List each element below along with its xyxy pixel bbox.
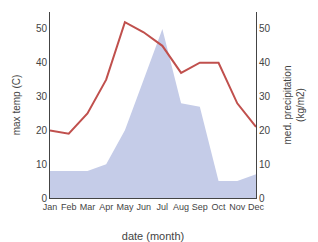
svg-text:10: 10 [36,159,48,170]
svg-text:Sep: Sep [192,202,208,212]
svg-text:40: 40 [259,57,271,68]
svg-text:Oct: Oct [212,202,227,212]
svg-text:0: 0 [41,193,47,204]
svg-text:20: 20 [36,125,48,136]
svg-text:Jul: Jul [157,202,169,212]
svg-text:Feb: Feb [61,202,77,212]
svg-text:May: May [116,202,134,212]
svg-text:30: 30 [259,91,271,102]
svg-text:10: 10 [259,159,271,170]
svg-text:max temp (C): max temp (C) [11,75,22,136]
svg-text:Dec: Dec [248,202,265,212]
svg-text:Jan: Jan [43,202,58,212]
svg-text:50: 50 [36,23,48,34]
svg-text:Mar: Mar [80,202,96,212]
svg-text:date (month): date (month) [122,230,184,242]
svg-text:Apr: Apr [99,202,113,212]
svg-text:30: 30 [36,91,48,102]
svg-text:0: 0 [259,193,265,204]
svg-text:40: 40 [36,57,48,68]
svg-text:50: 50 [259,23,271,34]
svg-text:20: 20 [259,125,271,136]
svg-text:med. precipitation(kg/m2): med. precipitation(kg/m2) [282,66,306,145]
svg-text:Aug: Aug [173,202,189,212]
svg-text:Nov: Nov [229,202,246,212]
svg-text:Jun: Jun [136,202,151,212]
